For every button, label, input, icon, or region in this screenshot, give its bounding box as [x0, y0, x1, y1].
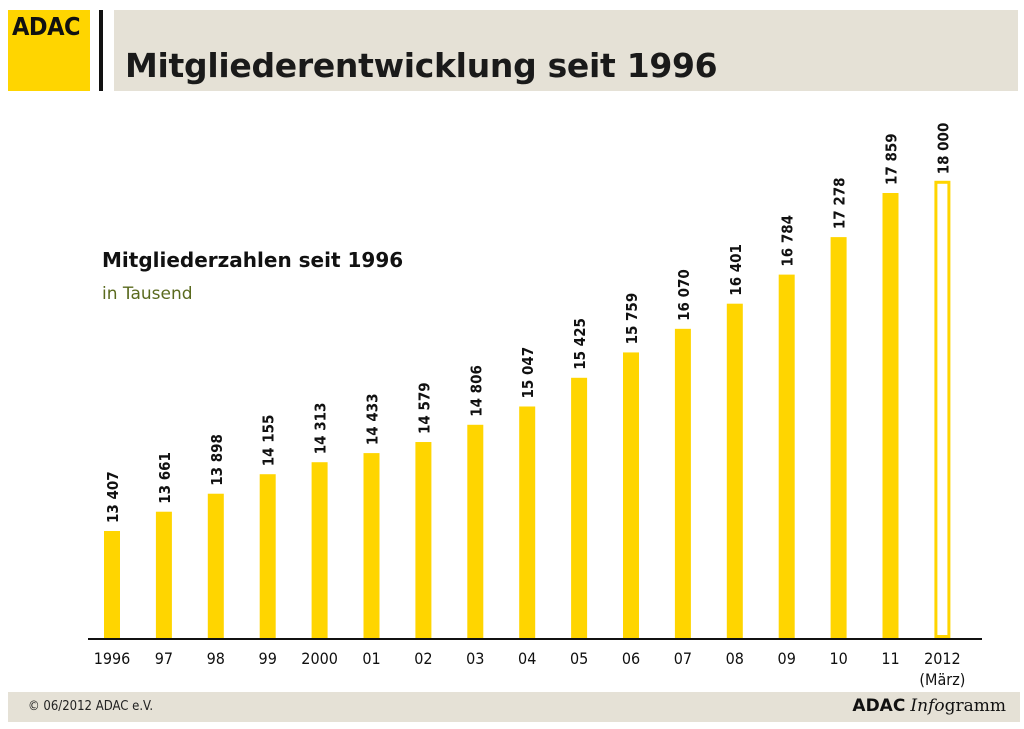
bar-07 — [674, 328, 691, 638]
tick-label: 11 — [881, 649, 899, 668]
infogramm-brand: ADAC Infogramm — [852, 696, 1006, 716]
tick-label: 2012 — [924, 649, 961, 668]
brand-rest: gramm — [944, 696, 1006, 716]
adac-logo: ADAC — [8, 10, 90, 91]
tick-label: 98 — [207, 649, 225, 668]
tick-label: 01 — [362, 649, 380, 668]
value-label: 13 661 — [156, 452, 174, 504]
bar-98 — [207, 493, 224, 638]
tick-label: 06 — [622, 649, 640, 668]
copyright-text: © 06/2012 ADAC e.V. — [28, 699, 154, 714]
tick-label: 04 — [518, 649, 536, 668]
value-label: 14 433 — [364, 393, 382, 445]
bar-08 — [726, 303, 743, 638]
footer-bar: © 06/2012 ADAC e.V. ADAC Infogramm — [8, 692, 1020, 722]
value-label: 18 000 — [934, 123, 952, 175]
value-label: 16 784 — [779, 215, 797, 267]
tick-label: 09 — [778, 649, 796, 668]
bar-2000 — [311, 462, 328, 638]
tick-label: 1996 — [94, 649, 131, 668]
title-divider — [99, 10, 103, 91]
value-label: 16 401 — [727, 244, 745, 296]
bar-02 — [415, 442, 432, 638]
value-label: 14 806 — [467, 365, 485, 417]
tick-label: 08 — [726, 649, 744, 668]
tick-label: 99 — [259, 649, 277, 668]
bar-10 — [830, 237, 847, 639]
bar-2012 — [934, 180, 951, 639]
value-label: 15 759 — [623, 293, 641, 345]
chart-unit: in Tausend — [102, 284, 193, 304]
bar-99 — [259, 474, 276, 638]
tick-label: 10 — [829, 649, 847, 668]
logo-text: ADAC — [12, 12, 81, 41]
bar-97 — [155, 511, 172, 638]
value-label: 15 047 — [519, 347, 537, 399]
value-label: 17 278 — [831, 177, 849, 229]
tick-label: 07 — [674, 649, 692, 668]
tick-note-label: (März) — [919, 670, 965, 689]
value-label: 13 407 — [104, 471, 122, 523]
bar-05 — [571, 377, 588, 638]
tick-label: 03 — [466, 649, 484, 668]
bar-1996 — [104, 531, 120, 638]
value-label: 16 070 — [675, 269, 693, 321]
value-label: 14 155 — [260, 415, 278, 467]
page-title: Mitgliederentwicklung seit 1996 — [125, 46, 718, 85]
bar-04 — [519, 406, 536, 638]
bar-03 — [467, 424, 484, 638]
tick-label: 05 — [570, 649, 588, 668]
bar-06 — [623, 352, 639, 638]
value-label: 17 859 — [883, 133, 901, 185]
tick-label: 2000 — [301, 649, 338, 668]
brand-italic: Info — [910, 696, 945, 716]
value-label: 14 313 — [312, 403, 330, 455]
tick-label: 02 — [414, 649, 432, 668]
chart-title: Mitgliederzahlen seit 1996 — [102, 248, 404, 272]
value-label: 14 579 — [415, 382, 433, 434]
value-label: 13 898 — [208, 434, 226, 486]
header-bar: Mitgliederentwicklung seit 1996 — [114, 10, 1018, 91]
bar-09 — [778, 274, 795, 638]
value-label: 15 425 — [571, 318, 589, 370]
brand-bold: ADAC — [852, 696, 906, 716]
bar-11 — [882, 193, 899, 638]
tick-label: 97 — [155, 649, 173, 668]
bar-01 — [363, 453, 380, 638]
